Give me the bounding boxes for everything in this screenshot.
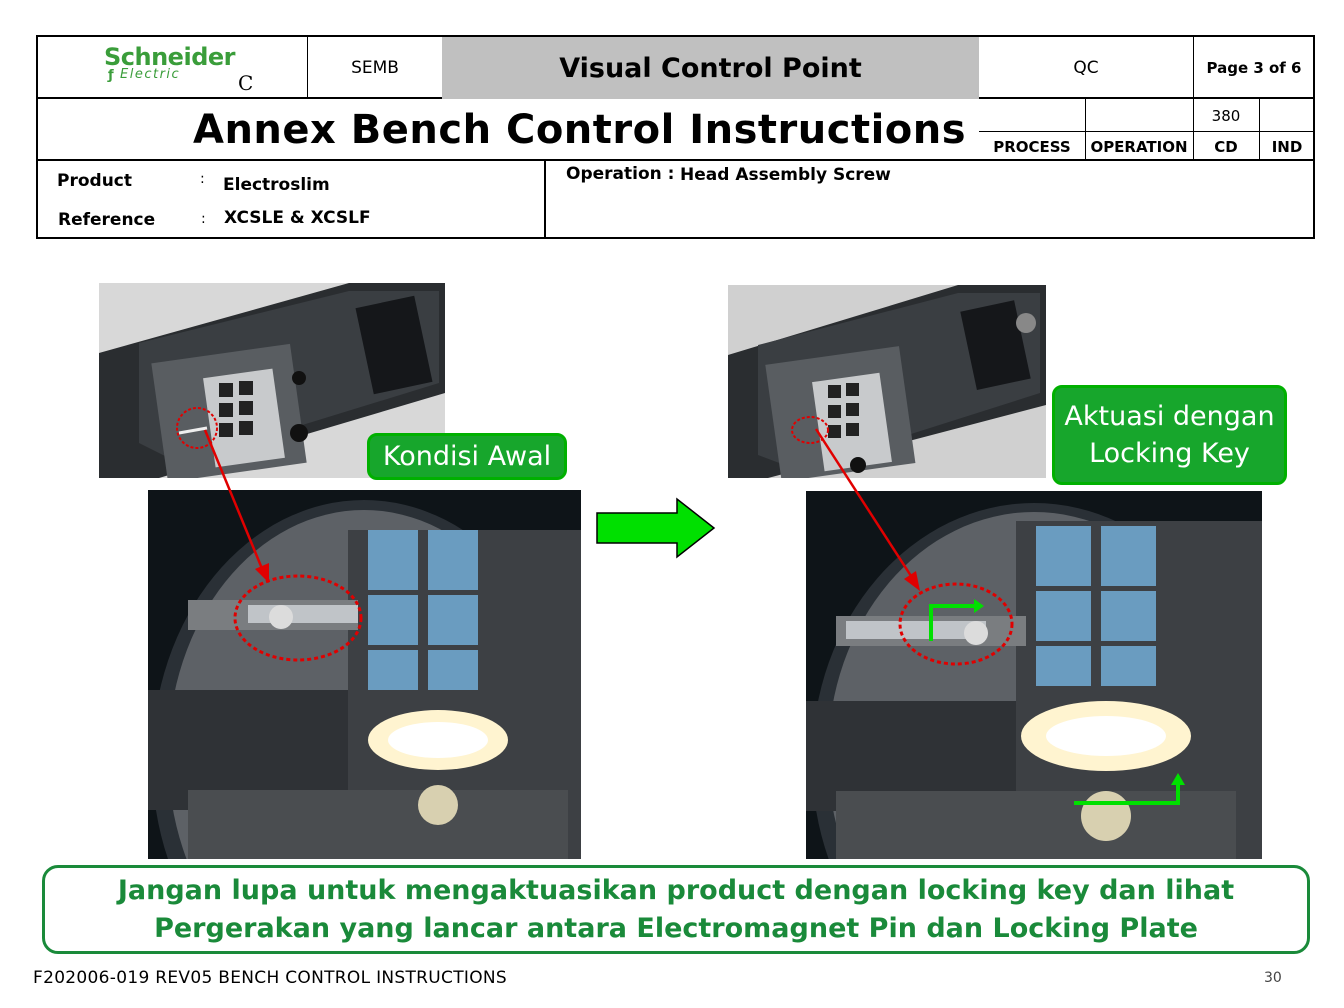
logo-sub: Electric <box>120 67 181 82</box>
process-label: PROCESS <box>993 137 1071 156</box>
divider <box>544 161 546 239</box>
before-closeup-photo <box>148 490 581 859</box>
reference-colon: : <box>201 211 206 227</box>
actuation-callout: Aktuasi dengan Locking Key <box>1052 385 1287 485</box>
product-label: Product <box>57 171 132 191</box>
divider <box>1085 99 1086 161</box>
ind-label: IND <box>1271 137 1303 156</box>
divider <box>1193 37 1194 161</box>
initial-condition-callout: Kondisi Awal <box>367 433 567 480</box>
after-overview-photo <box>728 285 1046 478</box>
instruction-banner: Jangan lupa untuk mengaktuasikan product… <box>42 865 1310 954</box>
page-number: 30 <box>1264 970 1282 986</box>
next-step-arrow-icon <box>596 497 716 559</box>
cd-label: CD <box>1214 137 1238 156</box>
left-red-arrow <box>203 429 269 583</box>
logo-mark-icon: ƒ <box>108 68 114 83</box>
page-indicator: Page 3 of 6 <box>1206 59 1302 77</box>
initial-condition-text: Kondisi Awal <box>382 441 552 472</box>
document-header: Schneider ƒ Electric C SEMB Visual Contr… <box>36 35 1315 239</box>
logo-revision: C <box>238 71 254 95</box>
divider <box>979 131 1313 132</box>
after-closeup-photo <box>806 491 1262 859</box>
operation-field-value: Head Assembly Screw <box>680 165 891 185</box>
instruction-line1: Jangan lupa untuk mengaktuasikan product… <box>117 874 1235 906</box>
divider <box>38 159 1313 161</box>
operation-field-label: Operation : <box>566 164 675 184</box>
logo-name: Schneider <box>104 43 235 71</box>
document-reference: F202006-019 REV05 BENCH CONTROL INSTRUCT… <box>33 968 507 988</box>
right-red-arrow <box>814 428 920 591</box>
divider <box>1259 99 1260 161</box>
operation-label: OPERATION <box>1090 137 1188 156</box>
reference-label: Reference <box>58 210 156 230</box>
divider <box>307 37 308 99</box>
instruction-line2: Pergerakan yang lancar antara Electromag… <box>154 912 1198 944</box>
product-value: Electroslim <box>223 175 330 195</box>
reference-value: XCSLE & XCSLF <box>224 208 371 228</box>
document-subtitle: Annex Bench Control Instructions <box>193 107 967 153</box>
company-logo: Schneider ƒ Electric C <box>38 37 308 99</box>
actuation-text-line2: Locking Key <box>1089 438 1250 469</box>
page-title: Visual Control Point <box>442 37 979 99</box>
qc-label: QC <box>1073 58 1099 78</box>
operation-number: 380 <box>1211 106 1241 125</box>
actuation-text-line1: Aktuasi dengan <box>1064 401 1275 432</box>
dept-code: SEMB <box>351 58 399 78</box>
product-colon: : <box>200 171 205 187</box>
